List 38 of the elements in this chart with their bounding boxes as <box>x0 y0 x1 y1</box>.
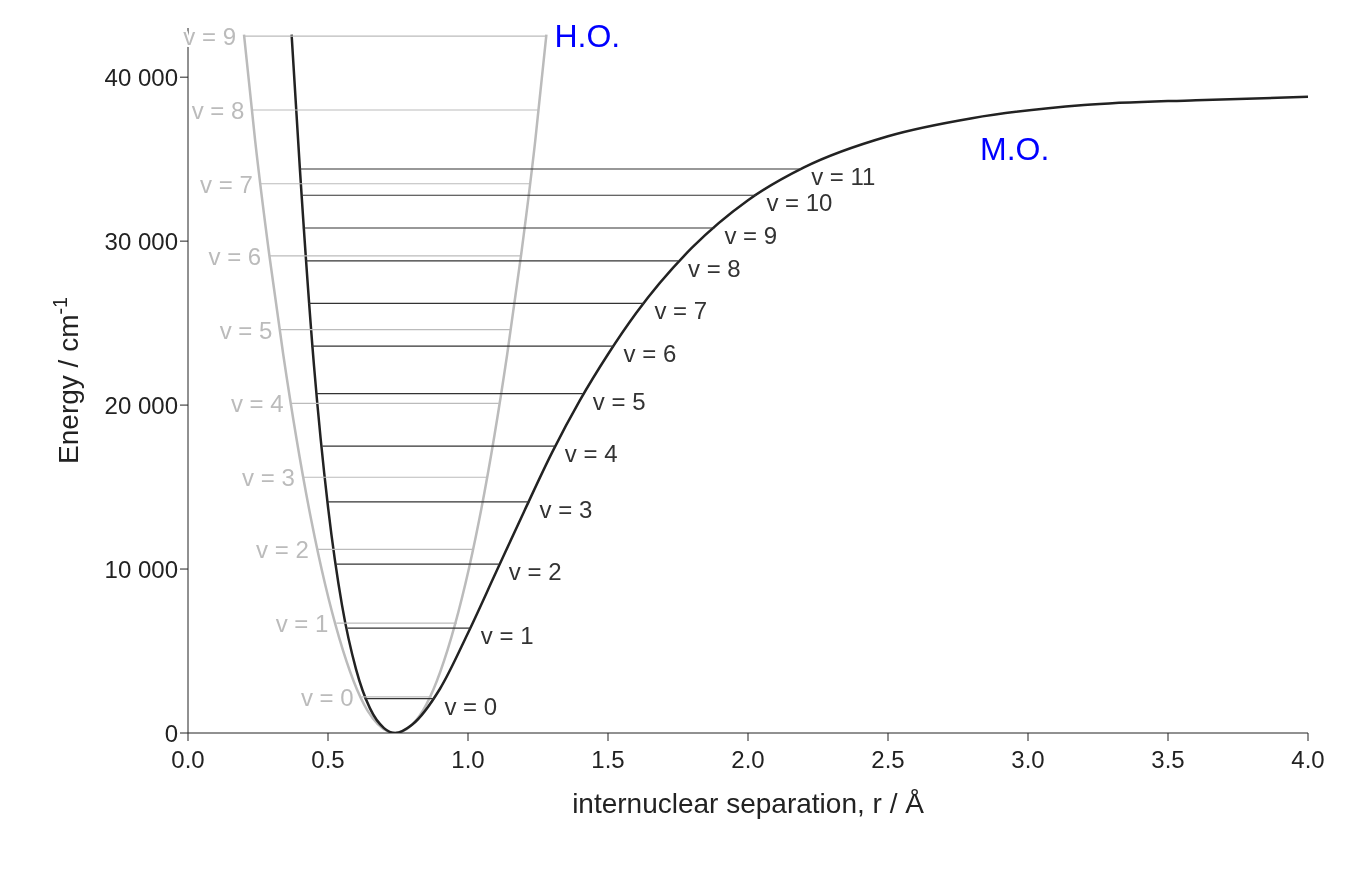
series-label: v = 6 <box>623 340 677 368</box>
x-tick-label: 0.0 <box>171 746 205 774</box>
series-label: v = 4 <box>564 440 618 468</box>
y-tick-label: 20 000 <box>104 391 178 419</box>
series-label: v = 10 <box>766 189 833 217</box>
series-label: v = 6 <box>208 242 262 270</box>
x-tick-label: 2.0 <box>731 746 765 774</box>
series-label: v = 8 <box>191 96 245 124</box>
x-tick-label: 3.0 <box>1011 746 1045 774</box>
x-tick-label: 3.5 <box>1151 746 1185 774</box>
series-label: v = 2 <box>508 558 562 586</box>
y-tick-label: 10 000 <box>104 555 178 583</box>
series-label: v = 1 <box>275 610 329 638</box>
y-tick-label: 40 000 <box>104 63 178 91</box>
y-tick-label: 30 000 <box>104 227 178 255</box>
x-axis-title: internuclear separation, r / Å <box>572 788 925 819</box>
x-tick-label: 0.5 <box>311 746 345 774</box>
x-tick-label: 1.0 <box>451 746 485 774</box>
series-label: v = 9 <box>724 222 778 250</box>
annotation: H.O. <box>554 17 621 54</box>
x-tick-label: 2.5 <box>871 746 905 774</box>
series-label: v = 2 <box>256 536 309 564</box>
series-label: v = 3 <box>242 464 295 492</box>
series-label: v = 4 <box>230 390 284 418</box>
series-label: v = 5 <box>592 387 646 415</box>
x-tick-label: 4.0 <box>1291 746 1325 774</box>
series-label: v = 11 <box>811 163 876 190</box>
series-label: v = 7 <box>200 170 253 198</box>
y-tick-label: 0 <box>164 719 178 747</box>
series-label: v = 5 <box>219 316 273 344</box>
annotation: M.O. <box>980 131 1050 168</box>
series-label: v = 8 <box>688 254 741 282</box>
series-label: v = 0 <box>444 692 498 720</box>
series-label: v = 1 <box>480 622 534 650</box>
series-label: v = 7 <box>654 297 708 325</box>
series-label: v = 0 <box>300 683 354 711</box>
x-tick-label: 1.5 <box>591 746 625 774</box>
series-label: v = 3 <box>539 495 593 523</box>
